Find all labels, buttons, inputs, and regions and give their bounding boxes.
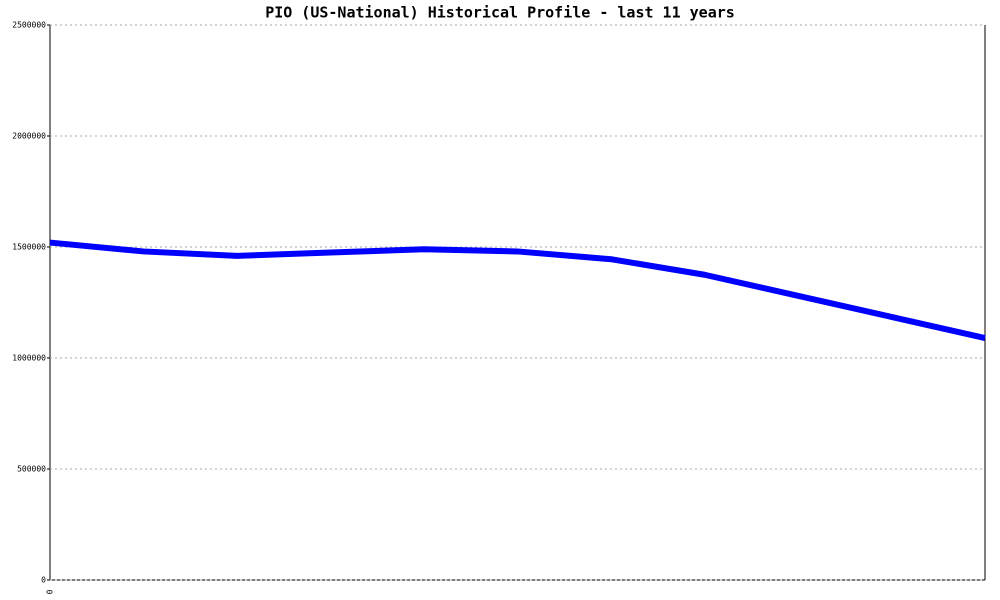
- y-tick-label: 0: [41, 576, 46, 585]
- y-tick-label: 1000000: [12, 354, 46, 363]
- data-line: [49, 239, 986, 341]
- y-tick-label: 500000: [17, 465, 46, 474]
- chart-title: PIO (US-National) Historical Profile - l…: [265, 4, 735, 22]
- y-tick-label: 2000000: [12, 132, 46, 141]
- x-tick-label: 0: [46, 589, 55, 594]
- y-tick-label: 2500000: [12, 21, 46, 30]
- y-tick-label: 1500000: [12, 243, 46, 252]
